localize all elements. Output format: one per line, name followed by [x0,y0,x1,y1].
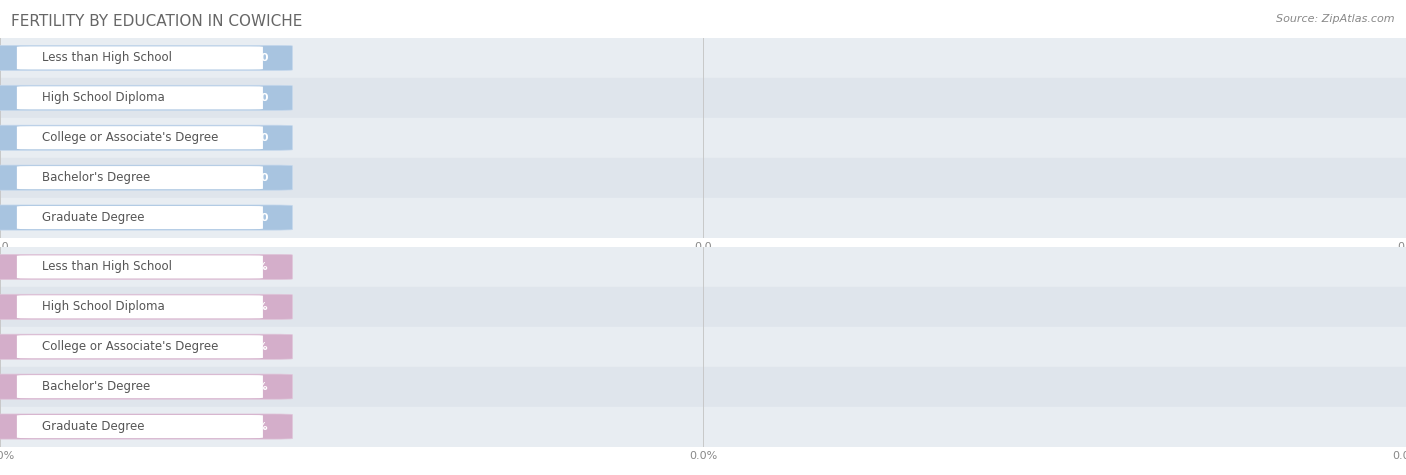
Bar [0,247,1406,287]
FancyBboxPatch shape [0,334,292,359]
Bar [0,327,1406,367]
FancyBboxPatch shape [0,46,292,70]
Text: 0.0: 0.0 [249,93,269,103]
Text: Less than High School: Less than High School [42,51,172,65]
Text: 0.0: 0.0 [249,133,269,143]
Bar [0,118,1406,158]
Text: Source: ZipAtlas.com: Source: ZipAtlas.com [1277,14,1395,24]
FancyBboxPatch shape [17,295,263,318]
FancyBboxPatch shape [17,47,263,69]
Bar [0,198,1406,238]
FancyBboxPatch shape [17,256,263,278]
Text: College or Associate's Degree: College or Associate's Degree [42,131,218,144]
Text: College or Associate's Degree: College or Associate's Degree [42,340,218,353]
Text: Graduate Degree: Graduate Degree [42,420,145,433]
Text: 0.0: 0.0 [249,172,269,183]
Text: 0.0%: 0.0% [238,342,269,352]
Bar [0,287,1406,327]
FancyBboxPatch shape [17,375,263,398]
FancyBboxPatch shape [0,165,292,190]
FancyBboxPatch shape [17,206,263,229]
Text: 0.0%: 0.0% [238,381,269,392]
FancyBboxPatch shape [17,415,263,438]
FancyBboxPatch shape [17,166,263,189]
Text: Bachelor's Degree: Bachelor's Degree [42,380,150,393]
FancyBboxPatch shape [0,414,292,439]
Bar [0,38,1406,78]
Bar [0,158,1406,198]
Text: Less than High School: Less than High School [42,260,172,274]
Text: 0.0: 0.0 [249,53,269,63]
FancyBboxPatch shape [0,86,292,110]
Bar [0,78,1406,118]
FancyBboxPatch shape [0,205,292,230]
Text: 0.0%: 0.0% [238,262,269,272]
FancyBboxPatch shape [17,86,263,109]
Text: 0.0: 0.0 [249,212,269,223]
Bar [0,367,1406,407]
FancyBboxPatch shape [17,335,263,358]
Text: FERTILITY BY EDUCATION IN COWICHE: FERTILITY BY EDUCATION IN COWICHE [11,14,302,29]
FancyBboxPatch shape [0,374,292,399]
Text: High School Diploma: High School Diploma [42,91,165,104]
Bar [0,407,1406,446]
Text: 0.0%: 0.0% [238,421,269,432]
Text: Graduate Degree: Graduate Degree [42,211,145,224]
FancyBboxPatch shape [17,126,263,149]
FancyBboxPatch shape [0,255,292,279]
Text: High School Diploma: High School Diploma [42,300,165,314]
FancyBboxPatch shape [0,125,292,150]
Text: 0.0%: 0.0% [238,302,269,312]
Text: Bachelor's Degree: Bachelor's Degree [42,171,150,184]
FancyBboxPatch shape [0,294,292,319]
